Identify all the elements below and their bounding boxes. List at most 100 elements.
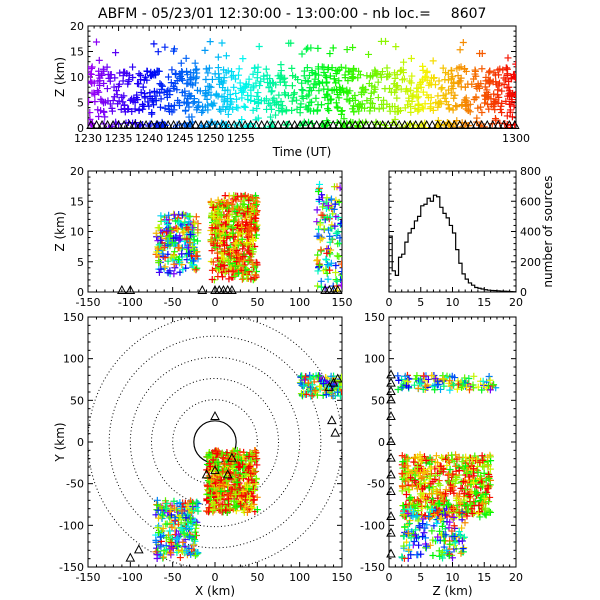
height-y-point [442, 486, 450, 494]
plan-view-point [306, 374, 314, 382]
time-height-point [177, 59, 185, 67]
time-height-point [435, 100, 443, 108]
time-height-point [337, 107, 345, 115]
x-height-points [152, 180, 342, 292]
time-height-point [91, 98, 99, 106]
time-height-point [371, 66, 379, 74]
x-height-point [235, 206, 243, 214]
time-height-point [332, 70, 340, 78]
time-height-point [125, 78, 133, 86]
x-height-point [235, 218, 243, 226]
time-height-point [222, 52, 230, 60]
x-height-point [172, 217, 180, 225]
plan-view-point [222, 506, 230, 514]
x-height-point [336, 184, 342, 192]
time-height-point [129, 74, 137, 82]
station-triangle [438, 119, 449, 129]
height-y-point [404, 377, 412, 385]
time-height-point [254, 114, 262, 122]
time-height-point [324, 105, 332, 113]
x-height-point [230, 233, 238, 241]
time-height-point [133, 91, 141, 99]
x-height-point [224, 257, 232, 265]
station-triangle [328, 119, 339, 129]
range-ring [108, 335, 322, 549]
x-height-point [235, 228, 243, 236]
plan-view-point [205, 504, 213, 512]
time-height-point [298, 50, 306, 58]
plan-view-point [165, 545, 173, 553]
station-triangle [227, 452, 237, 462]
x-height-point [316, 221, 324, 229]
time-height-point [113, 91, 121, 99]
time-height-point [386, 84, 394, 92]
height-y-point [414, 500, 422, 508]
time-height-point [427, 81, 435, 89]
time-height-point [478, 65, 486, 73]
x-height-point [174, 256, 182, 264]
x-height-point [315, 180, 323, 188]
x-height-point [247, 275, 255, 283]
plan-view-ytick-label: 0 [77, 436, 84, 449]
height-y-ytick-label: -100 [360, 519, 385, 532]
station-triangle [386, 435, 396, 445]
plan-view-point [222, 461, 230, 469]
x-height-point [186, 212, 194, 220]
time-height-point [299, 86, 307, 94]
time-height-point [88, 63, 96, 71]
time-height-point [139, 105, 147, 113]
time-height-point [348, 70, 356, 78]
time-height-point [496, 65, 504, 73]
station-triangle [196, 119, 206, 129]
time-height-point [393, 71, 401, 79]
x-height-point [155, 224, 163, 232]
height-y-point [422, 456, 430, 464]
time-height-point [257, 97, 265, 105]
height-y-point [434, 509, 442, 517]
x-height-point [186, 231, 194, 239]
time-height-ytick-label: 5 [77, 97, 84, 110]
x-height-point [323, 261, 331, 269]
time-height-point [88, 109, 94, 117]
height-y-point [402, 491, 410, 499]
station-triangle [509, 119, 520, 129]
height-y-point [465, 374, 473, 382]
time-height-point [203, 95, 211, 103]
plan-view-point [190, 541, 198, 549]
plan-view-xtick-label: 0 [212, 571, 219, 584]
height-y-point [472, 457, 480, 465]
height-y-point [413, 372, 421, 380]
plan-view-point [245, 485, 253, 493]
time-height-point [363, 97, 371, 105]
time-height-point [343, 46, 351, 54]
plan-view-point [206, 463, 214, 471]
height-y-point [468, 466, 476, 474]
time-height-point [414, 93, 422, 101]
x-height-point [225, 275, 233, 283]
time-height-point [116, 69, 124, 77]
height-y-point [441, 511, 449, 519]
time-height-point [335, 77, 343, 85]
time-height-point [326, 96, 334, 104]
plan-view-stations [125, 373, 343, 562]
height-y-point [405, 495, 413, 503]
x-height-point [217, 263, 225, 271]
station-triangle [487, 119, 498, 129]
time-height-point [150, 71, 158, 79]
height-y-point [401, 372, 409, 380]
time-height-point [367, 95, 375, 103]
x-height-point [337, 281, 342, 289]
height-y-point [470, 479, 478, 487]
x-height-point [332, 196, 340, 204]
station-triangle [227, 284, 237, 294]
height-y-point [484, 461, 492, 469]
x-height-point [328, 221, 336, 229]
height-y-point [486, 386, 494, 394]
time-height-point [167, 79, 175, 87]
x-height-point [214, 196, 222, 204]
station-triangle [125, 284, 136, 294]
plan-view-point [211, 501, 219, 509]
time-height-point [282, 107, 290, 115]
x-height-ytick-label: 5 [77, 256, 84, 269]
height-y-point [446, 386, 454, 394]
